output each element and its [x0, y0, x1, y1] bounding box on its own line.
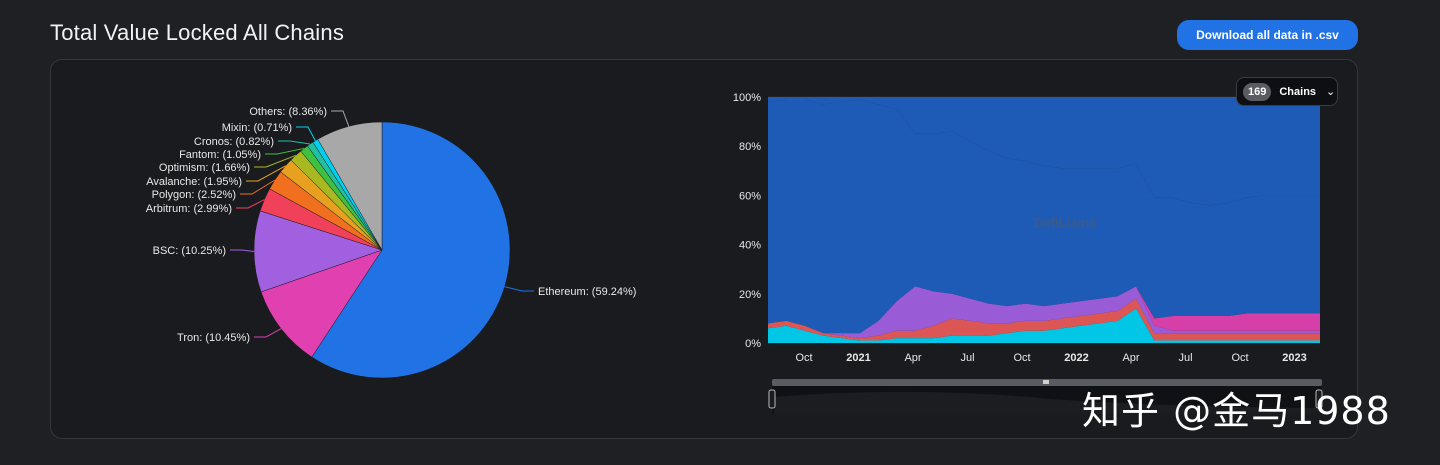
range-slider-handle-left[interactable] — [768, 389, 776, 409]
pie-slice-bsc[interactable] — [253, 210, 383, 293]
range-slider-grip[interactable] — [1043, 380, 1049, 384]
y-tick-label: 40% — [739, 240, 761, 252]
x-tick-label: Apr — [1122, 352, 1139, 364]
chains-label: Chains — [1279, 85, 1317, 98]
pie-label-bsc: BSC: (10.25%) — [153, 245, 226, 257]
pie-leader-avalanche — [246, 165, 286, 182]
pie-leader-arbitrum — [236, 199, 265, 209]
pie-label-ethereum: Ethereum: (59.24%) — [538, 286, 636, 298]
x-tick-label: Apr — [904, 352, 921, 364]
download-csv-button[interactable]: Download all data in .csv — [1177, 20, 1358, 50]
y-tick-label: 80% — [739, 141, 761, 153]
chains-selector[interactable]: 169 Chains ⌄ — [1236, 77, 1338, 106]
chains-count-badge: 169 — [1243, 82, 1272, 101]
area-watermark: DefiLlama — [1034, 215, 1097, 230]
x-tick-label: Oct — [1013, 352, 1030, 364]
pie-chart: Ethereum: (59.24%) Tron: (10.45%) BSC: (10… — [146, 106, 636, 379]
pie-label-mixin: Mixin: (0.71%) — [222, 122, 292, 134]
pie-leader-others — [331, 110, 350, 127]
pie-slice-tron[interactable] — [260, 249, 383, 358]
area-series-tron[interactable] — [768, 286, 1320, 334]
pie-label-polygon: Polygon: (2.52%) — [152, 189, 236, 201]
area-series-rest[interactable] — [768, 97, 1320, 206]
pie-leader-tron — [254, 328, 282, 338]
pie-label-optimism: Optimism: (1.66%) — [159, 162, 250, 174]
pie-label-others: Others: (8.36%) — [249, 106, 327, 118]
pie-label-tron: Tron: (10.45%) — [177, 332, 250, 344]
pie-leader-mixin — [296, 126, 316, 141]
x-tick-label: Jul — [1178, 352, 1192, 364]
pie-leader-bsc — [230, 249, 255, 252]
x-tick-label: Oct — [795, 352, 812, 364]
chevron-down-icon: ⌄ — [1326, 86, 1336, 98]
pie-slice-ethereum[interactable] — [311, 121, 511, 379]
y-tick-label: 60% — [739, 190, 761, 202]
range-slider-handle-right[interactable] — [1315, 389, 1323, 409]
pie-label-avalanche: Avalanche: (1.95%) — [146, 176, 242, 188]
area-series-others[interactable] — [768, 298, 1320, 341]
pie-leader-polygon — [240, 179, 276, 195]
x-tick-label: 2023 — [1282, 352, 1306, 364]
x-tick-label: Jul — [960, 352, 974, 364]
area-chart: 0% 20% 40% 60% 80% 100% DefiLlama Oct 2021 Apr Jul… — [733, 92, 1323, 414]
area-series-mixin[interactable] — [768, 308, 1320, 343]
page-title: Total Value Locked All Chains — [50, 20, 345, 45]
pie-leader-cronos — [278, 140, 311, 145]
pie-label-arbitrum: Arbitrum: (2.99%) — [146, 203, 232, 215]
x-tick-label: 2021 — [846, 352, 870, 364]
y-tick-label: 20% — [739, 289, 761, 301]
pie-label-fantom: Fantom: (1.05%) — [179, 149, 261, 161]
watermark-text: 知乎 @金马1988 — [1082, 389, 1391, 433]
pie-leader-fantom — [265, 147, 305, 155]
y-tick-label: 100% — [733, 92, 761, 104]
x-tick-label: 2022 — [1064, 352, 1088, 364]
y-tick-label: 0% — [745, 338, 761, 350]
pie-label-cronos: Cronos: (0.82%) — [194, 136, 274, 148]
x-tick-label: Oct — [1231, 352, 1248, 364]
pie-leader-ethereum — [504, 286, 534, 292]
area-series-bsc[interactable] — [768, 286, 1320, 339]
range-slider-mini-area — [774, 391, 1320, 414]
area-series-ethereum[interactable] — [768, 99, 1320, 334]
pie-leader-optimism — [254, 154, 296, 168]
